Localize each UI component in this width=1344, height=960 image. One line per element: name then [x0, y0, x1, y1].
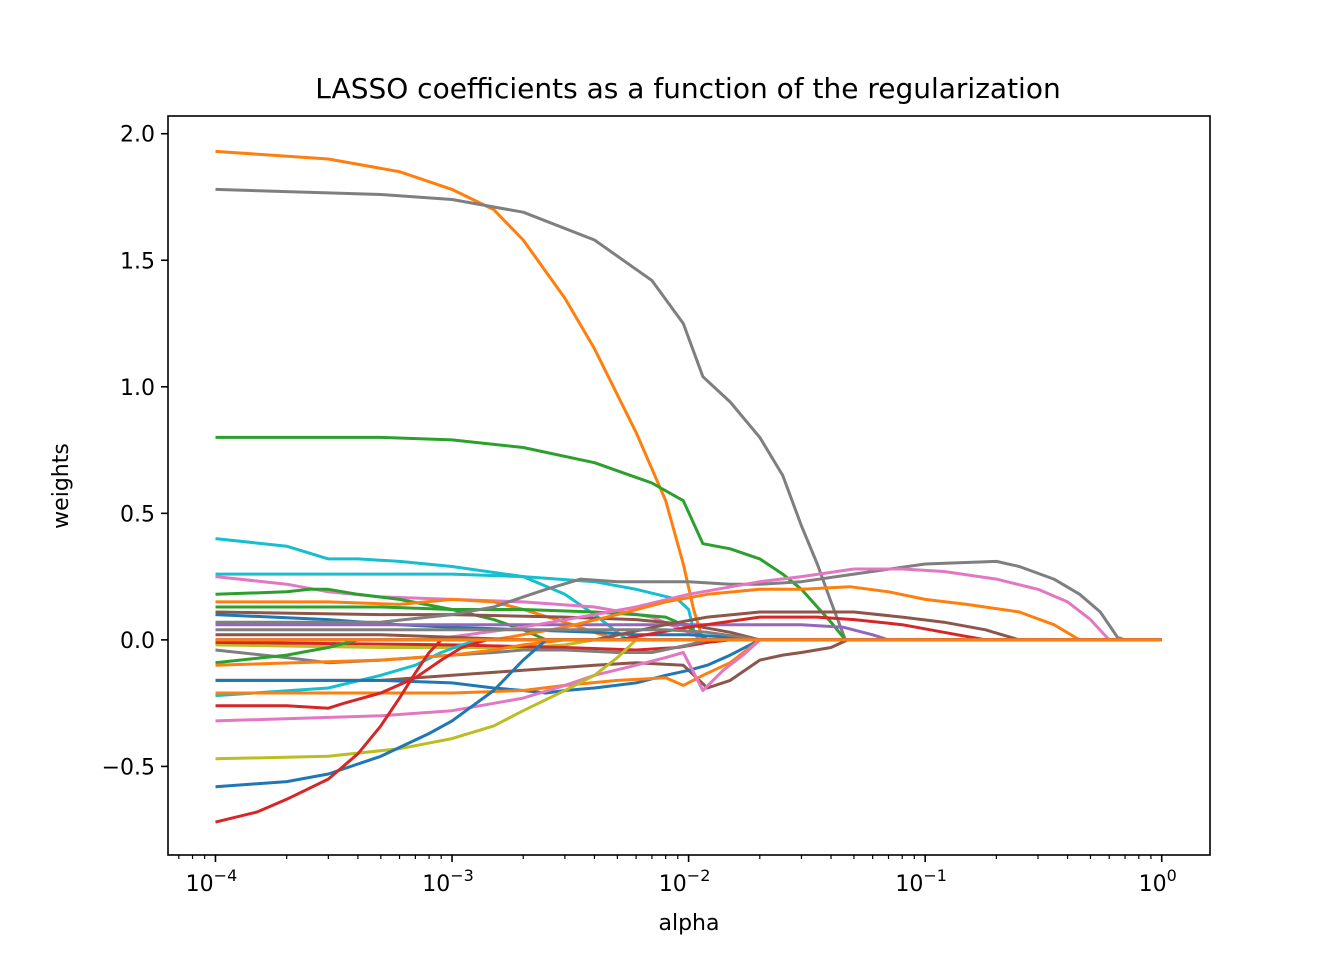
coefficient-line-15 [215, 585, 1162, 642]
coefficient-line-28 [215, 638, 1162, 695]
coefficient-line-3 [215, 435, 1162, 642]
y-tick-label-3: 0.5 [120, 502, 155, 527]
coefficient-line-12 [215, 623, 1162, 642]
x-tick-label-0: 10−4 [186, 866, 238, 897]
coefficient-line-17 [215, 615, 1162, 642]
plot-frame [167, 115, 1211, 856]
y-tick-label-1: 1.5 [120, 249, 155, 274]
chart-title: LASSO coefficients as a function of the … [315, 72, 1060, 105]
x-tick-label-1: 10−3 [422, 866, 474, 897]
coefficient-line-31 [215, 638, 1162, 761]
x-tick-label-4: 100 [1139, 866, 1177, 897]
y-tick-label-0: 2.0 [120, 123, 155, 148]
x-axis-label: alpha [659, 911, 720, 936]
coefficient-line-16 [215, 610, 1162, 642]
y-tick-label-2: 1.0 [120, 376, 155, 401]
coefficient-line-14 [215, 567, 1162, 642]
y-tick-label-5: −0.5 [102, 755, 155, 780]
coefficient-line-29 [215, 638, 1162, 723]
coefficient-line-27 [215, 638, 1162, 695]
y-axis: 2.0 1.5 1.0 0.5 0.0 −0.5 [102, 123, 168, 780]
coefficient-line-32 [215, 638, 1162, 789]
coefficient-line-9 [215, 605, 1162, 642]
x-tick-label-2: 10−2 [659, 866, 711, 897]
coefficient-line-30 [215, 638, 1162, 710]
coefficient-line-1 [215, 149, 1162, 642]
coefficient-line-13 [215, 559, 1162, 642]
coefficient-line-2 [215, 187, 1162, 642]
y-axis-label: weights [49, 443, 74, 529]
y-tick-label-4: 0.0 [120, 629, 155, 654]
series-layer [215, 149, 1162, 824]
x-axis: 10−4 10−3 10−2 10−1 100 [178, 855, 1177, 897]
coefficient-line-33 [215, 638, 1162, 824]
x-tick-label-3: 10−1 [895, 866, 947, 897]
